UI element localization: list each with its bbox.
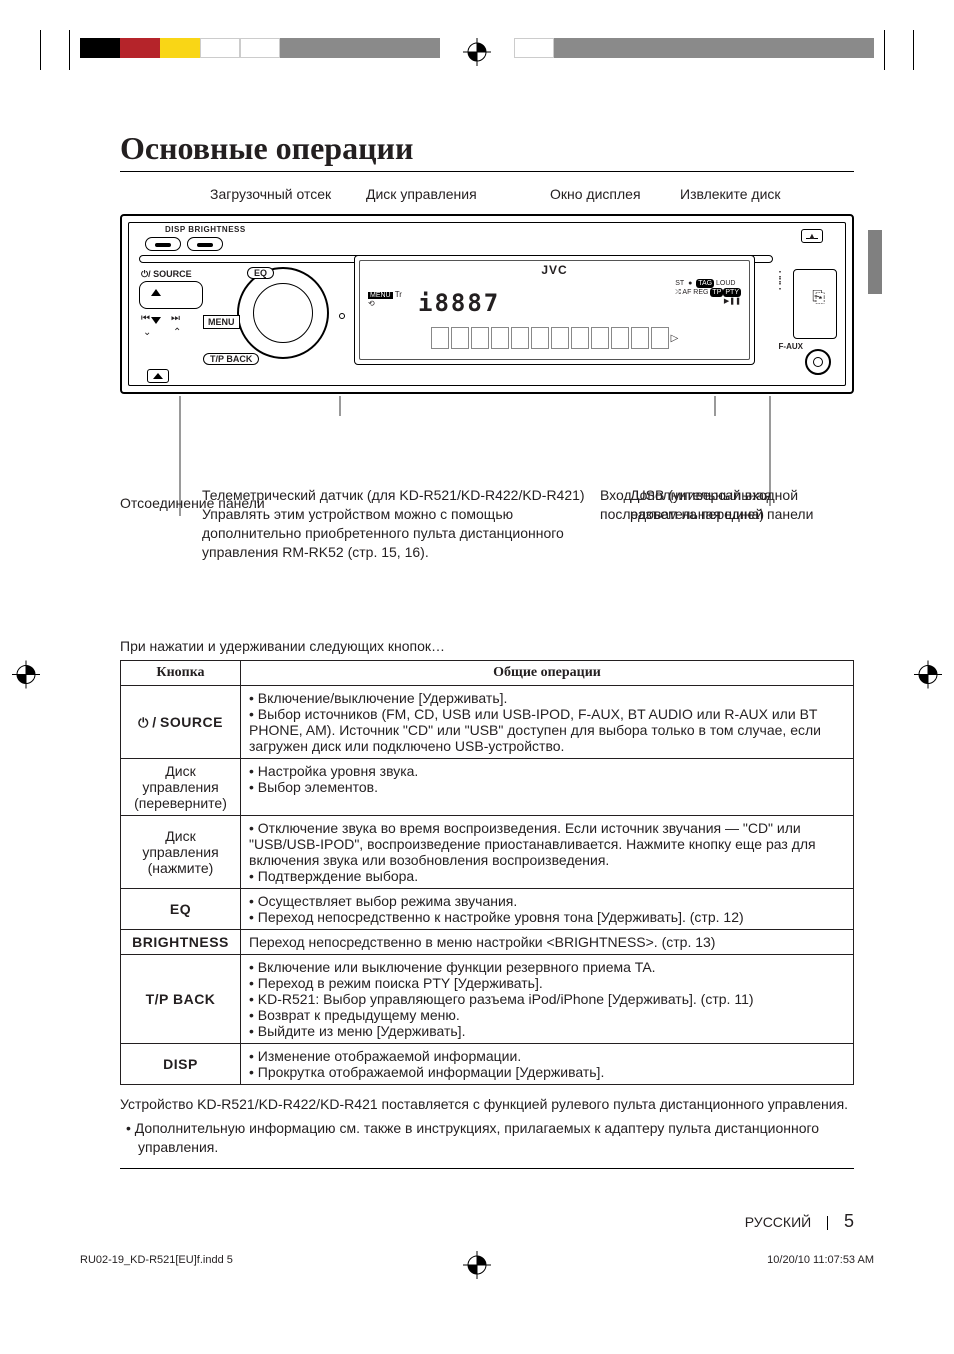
table-ops: Включение или выключение функции резервн… bbox=[241, 955, 854, 1044]
callout-sensor: Телеметрический датчик (для KD-R521/KD-R… bbox=[202, 486, 602, 562]
brightness-button bbox=[187, 237, 223, 251]
detach-button bbox=[147, 369, 169, 383]
chev-down-icon: ⌄ bbox=[143, 327, 151, 338]
diagram-top-labels: Загрузочный отсек Диск управления Окно д… bbox=[120, 186, 854, 210]
eject-button: ▲ bbox=[801, 229, 823, 243]
label-slot: Загрузочный отсек bbox=[210, 186, 331, 202]
indicators-right: ST ● TAG LOUD ⤮ AF REG TPPTY ▶❚❚ bbox=[675, 279, 741, 306]
table-key: Диск управления (переверните) bbox=[121, 759, 241, 816]
segment-sub: ▷ bbox=[400, 327, 709, 349]
page-content: Основные операции Загрузочный отсек Диск… bbox=[120, 130, 854, 1234]
table-key: Диск управления (нажмите) bbox=[121, 816, 241, 889]
lang-label: РУССКИЙ bbox=[745, 1214, 811, 1230]
table-ops: Переход непосредственно в меню настройки… bbox=[241, 930, 854, 955]
registration-mark-right bbox=[914, 661, 942, 694]
table-ops: Настройка уровня звука.Выбор элементов. bbox=[241, 759, 854, 816]
segment-display: i8887 bbox=[418, 289, 500, 317]
table-key: BRIGHTNESS bbox=[121, 930, 241, 955]
brand-logo: JVC bbox=[541, 263, 567, 277]
table-ops: Изменение отображаемой информации.Прокру… bbox=[241, 1044, 854, 1085]
post-bullet: Дополнительную информацию см. также в ин… bbox=[126, 1119, 854, 1158]
prev-icon: ⏮ bbox=[141, 313, 150, 324]
aux-jack bbox=[805, 349, 831, 375]
print-file: RU02-19_KD-R521[EU]f.indd 5 bbox=[80, 1254, 233, 1266]
menu-label: MENU bbox=[203, 315, 240, 329]
label-display: Окно дисплея bbox=[550, 186, 641, 202]
th-ops: Общие операции bbox=[241, 661, 854, 686]
right-controls: ▲ ⋮⋮ ⎘ F-AUX bbox=[761, 229, 837, 379]
label-disp-brightness: DISP BRIGHTNESS bbox=[165, 225, 246, 234]
control-dial bbox=[237, 267, 329, 359]
print-timestamp: 10/20/10 11:07:53 AM bbox=[767, 1254, 874, 1266]
registration-mark-left bbox=[12, 661, 40, 694]
post-line1: Устройство KD-R521/KD-R422/KD-R421 поста… bbox=[120, 1095, 854, 1115]
thumb-tab bbox=[868, 230, 882, 294]
color-bar-right bbox=[514, 38, 874, 58]
page-title: Основные операции bbox=[120, 130, 854, 172]
eq-label: EQ bbox=[247, 267, 274, 279]
registration-mark-top bbox=[463, 38, 491, 71]
table-ops: Включение/выключение [Удерживать].Выбор … bbox=[241, 686, 854, 759]
next-icon: ⏭ bbox=[171, 313, 180, 324]
callouts: Телеметрический датчик (для KD-R521/KD-R… bbox=[120, 486, 854, 626]
chev-up-icon: ⌃ bbox=[173, 327, 181, 338]
table-key: ⏻ / SOURCE bbox=[121, 686, 241, 759]
faux-label: F-AUX bbox=[779, 342, 803, 351]
callout-aux: Дополнительный входной разъем на передне… bbox=[630, 486, 830, 524]
table-ops: Отключение звука во время воспроизведени… bbox=[241, 816, 854, 889]
table-key: DISP bbox=[121, 1044, 241, 1085]
tpback-label: T/P BACK bbox=[203, 353, 259, 365]
th-button: Кнопка bbox=[121, 661, 241, 686]
print-footer: RU02-19_KD-R521[EU]f.indd 5 10/20/10 11:… bbox=[80, 1254, 874, 1266]
label-source: ⏻/ SOURCE bbox=[141, 269, 192, 280]
post-table-text: Устройство KD-R521/KD-R422/KD-R421 поста… bbox=[120, 1095, 854, 1169]
source-button-outline bbox=[139, 281, 203, 309]
table-key: T/P BACK bbox=[121, 955, 241, 1044]
page-number: 5 bbox=[844, 1211, 854, 1231]
operations-table: Кнопка Общие операции ⏻ / SOURCEВключени… bbox=[120, 660, 854, 1085]
label-eject: Извлеките диск bbox=[680, 186, 781, 202]
table-ops: Осуществляет выбор режима звучания.Перех… bbox=[241, 889, 854, 930]
usb-icon: ⎘ bbox=[812, 289, 825, 307]
table-key: EQ bbox=[121, 889, 241, 930]
hinge-dots: ⋮⋮ bbox=[773, 273, 787, 287]
color-bar-left bbox=[80, 38, 440, 58]
label-dial: Диск управления bbox=[366, 186, 477, 202]
pre-table-text: При нажатии и удерживании следующих кноп… bbox=[120, 638, 854, 654]
up-icon bbox=[151, 289, 161, 296]
footer-lang: РУССКИЙ 5 bbox=[745, 1211, 854, 1232]
indicators-left: MENU Tr ⟲ bbox=[368, 291, 402, 309]
device-diagram: DISP BRIGHTNESS ⏻/ SOURCE ⏮ ⏭ ⌄ ⌃ EQ MEN… bbox=[120, 214, 854, 394]
disp-button bbox=[145, 237, 181, 251]
display-window: JVC MENU Tr ⟲ i8887 ST ● TAG LOUD ⤮ AF R… bbox=[354, 255, 755, 365]
down-icon bbox=[151, 317, 161, 324]
